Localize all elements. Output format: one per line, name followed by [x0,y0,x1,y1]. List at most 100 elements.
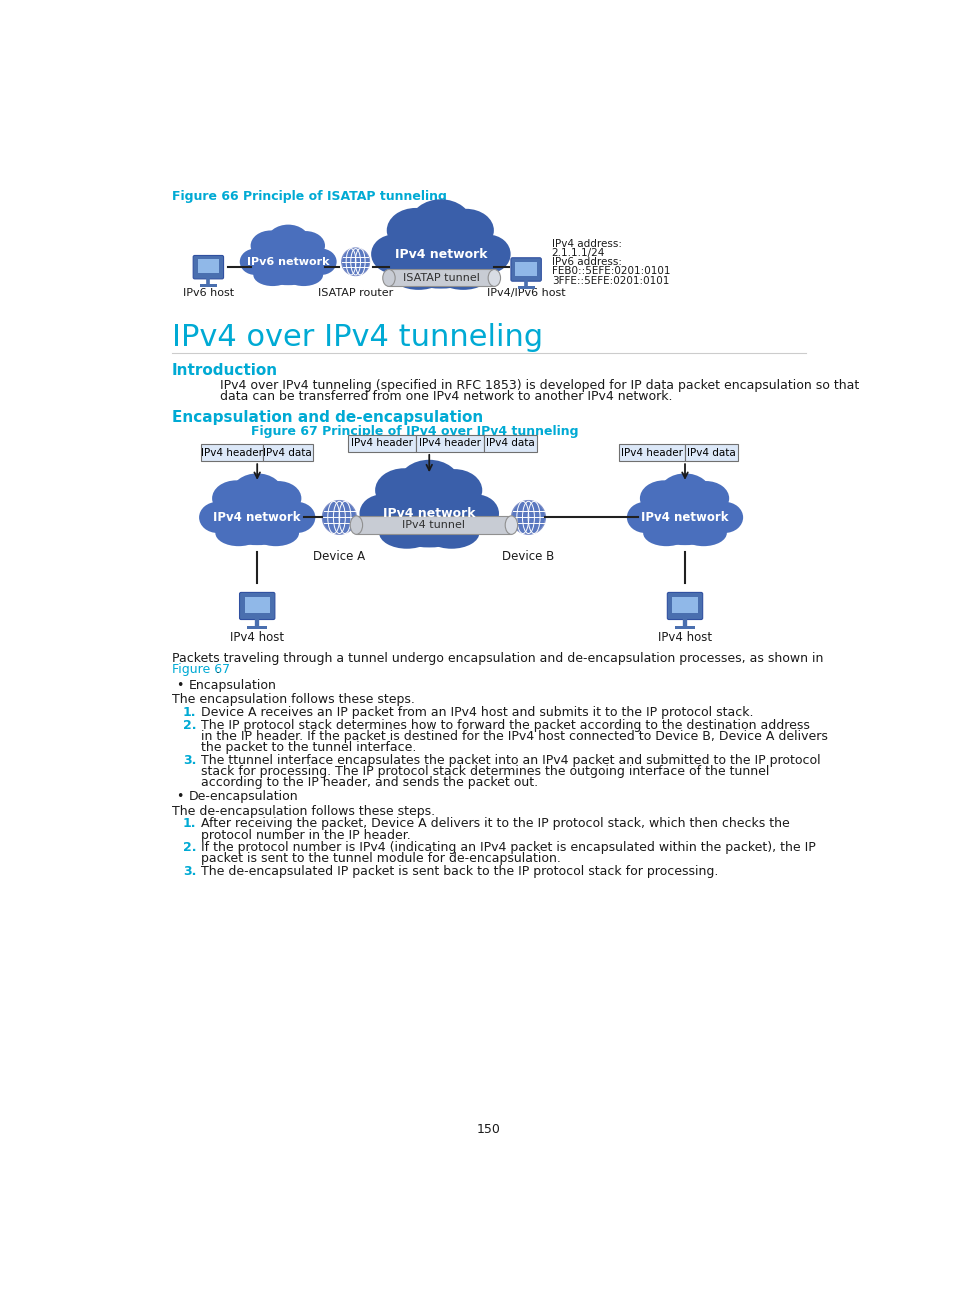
FancyBboxPatch shape [618,445,684,461]
FancyBboxPatch shape [511,258,540,281]
Text: 1.: 1. [183,706,196,719]
Ellipse shape [305,249,336,275]
Ellipse shape [426,469,482,512]
Text: 3.: 3. [183,864,196,879]
FancyBboxPatch shape [200,445,262,461]
Ellipse shape [386,207,444,253]
Text: IPv4 network: IPv4 network [395,248,487,260]
Text: Encapsulation: Encapsulation [189,679,276,692]
Text: The de-encapsulation follows these steps.: The de-encapsulation follows these steps… [172,805,435,818]
Ellipse shape [626,502,663,533]
Text: The de-encapsulated IP packet is sent back to the IP protocol stack for processi: The de-encapsulated IP packet is sent ba… [201,864,718,879]
Text: IPv6 network: IPv6 network [247,257,329,267]
Ellipse shape [359,495,404,533]
Text: IPv4 address:: IPv4 address: [551,238,621,249]
Text: Introduction: Introduction [172,363,277,378]
FancyBboxPatch shape [244,597,270,613]
Text: 3.: 3. [183,754,196,767]
Ellipse shape [373,480,484,547]
Text: IPv4 header: IPv4 header [418,438,480,448]
Ellipse shape [239,249,271,275]
Text: IPv4 header: IPv4 header [620,447,682,457]
Ellipse shape [511,500,545,534]
Ellipse shape [705,502,742,533]
FancyBboxPatch shape [348,435,416,452]
Text: •: • [176,791,184,804]
Text: 2.1.1.1/24: 2.1.1.1/24 [551,248,604,258]
Text: IPv6 address:: IPv6 address: [551,257,621,267]
Text: 3FFE::5EFE:0201:0101: 3FFE::5EFE:0201:0101 [551,276,668,285]
Text: 2.: 2. [183,719,196,732]
Text: The encapsulation follows these steps.: The encapsulation follows these steps. [172,693,415,706]
Text: If the protocol number is IPv4 (indicating an IPv4 packet is encapsulated within: If the protocol number is IPv4 (indicati… [201,841,816,854]
Text: the packet to the tunnel interface.: the packet to the tunnel interface. [201,741,416,754]
Ellipse shape [375,468,433,512]
FancyBboxPatch shape [672,597,697,613]
Ellipse shape [410,200,471,246]
Ellipse shape [454,495,498,533]
FancyBboxPatch shape [515,262,537,276]
Text: IPv4 network: IPv4 network [382,507,475,520]
Ellipse shape [638,490,731,546]
Text: The IP protocol stack determines how to forward the packet according to the dest: The IP protocol stack determines how to … [201,719,809,732]
Text: •: • [176,679,184,692]
Text: Figure 67 Principle of IPv4 over IPv4 tunneling: Figure 67 Principle of IPv4 over IPv4 tu… [251,425,578,438]
Ellipse shape [284,264,323,286]
Text: IPv6 host: IPv6 host [183,289,233,298]
Ellipse shape [423,517,479,548]
Ellipse shape [322,500,356,534]
Ellipse shape [286,231,325,260]
Ellipse shape [390,257,446,290]
Ellipse shape [642,520,689,546]
Text: IPv4/IPv6 host: IPv4/IPv6 host [486,289,565,298]
Ellipse shape [465,235,510,273]
Ellipse shape [249,238,327,285]
Ellipse shape [199,502,236,533]
Ellipse shape [505,516,517,534]
Text: IPv4 header: IPv4 header [351,438,413,448]
Text: IPv4 data: IPv4 data [686,447,735,457]
FancyBboxPatch shape [684,445,737,461]
Text: Packets traveling through a tunnel undergo encapsulation and de-encapsulation pr: Packets traveling through a tunnel under… [172,652,822,665]
FancyBboxPatch shape [199,284,216,286]
Ellipse shape [341,248,369,276]
FancyBboxPatch shape [356,516,511,534]
Text: 2.: 2. [183,841,196,854]
Text: IPv4 tunnel: IPv4 tunnel [402,520,465,530]
Ellipse shape [382,270,395,286]
Ellipse shape [639,481,687,516]
FancyBboxPatch shape [262,445,313,461]
Ellipse shape [215,520,261,546]
Ellipse shape [435,257,491,290]
FancyBboxPatch shape [193,255,223,279]
Text: After receiving the packet, Device A delivers it to the IP protocol stack, which: After receiving the packet, Device A del… [201,818,789,831]
FancyBboxPatch shape [239,592,274,619]
Ellipse shape [254,481,301,516]
Ellipse shape [350,516,362,534]
Ellipse shape [253,520,298,546]
Text: IPv4 data: IPv4 data [263,447,312,457]
FancyBboxPatch shape [197,259,219,273]
Ellipse shape [232,473,282,512]
Text: FEB0::5EFE:0201:0101: FEB0::5EFE:0201:0101 [551,267,670,276]
Ellipse shape [251,231,291,260]
Text: ISATAP router: ISATAP router [317,289,393,298]
Text: 150: 150 [476,1124,500,1137]
FancyBboxPatch shape [247,626,267,629]
Text: Encapsulation and de-encapsulation: Encapsulation and de-encapsulation [172,410,482,425]
Text: according to the IP header, and sends the packet out.: according to the IP header, and sends th… [201,776,537,789]
Text: IPv4 host: IPv4 host [658,631,711,644]
Text: Device B: Device B [502,550,554,562]
FancyBboxPatch shape [674,626,695,629]
Text: IPv4 over IPv4 tunneling (specified in RFC 1853) is developed for IP data packet: IPv4 over IPv4 tunneling (specified in R… [220,378,859,391]
FancyBboxPatch shape [389,270,494,286]
FancyBboxPatch shape [416,435,484,452]
Ellipse shape [679,520,726,546]
Text: data can be transferred from one IPv4 network to another IPv4 network.: data can be transferred from one IPv4 ne… [220,390,672,403]
Ellipse shape [267,224,309,257]
Text: 1.: 1. [183,818,196,831]
Text: IPv4 host: IPv4 host [230,631,284,644]
Ellipse shape [253,264,292,286]
Text: stack for processing. The IP protocol stack determines the outgoing interface of: stack for processing. The IP protocol st… [201,765,769,778]
Ellipse shape [488,270,500,286]
